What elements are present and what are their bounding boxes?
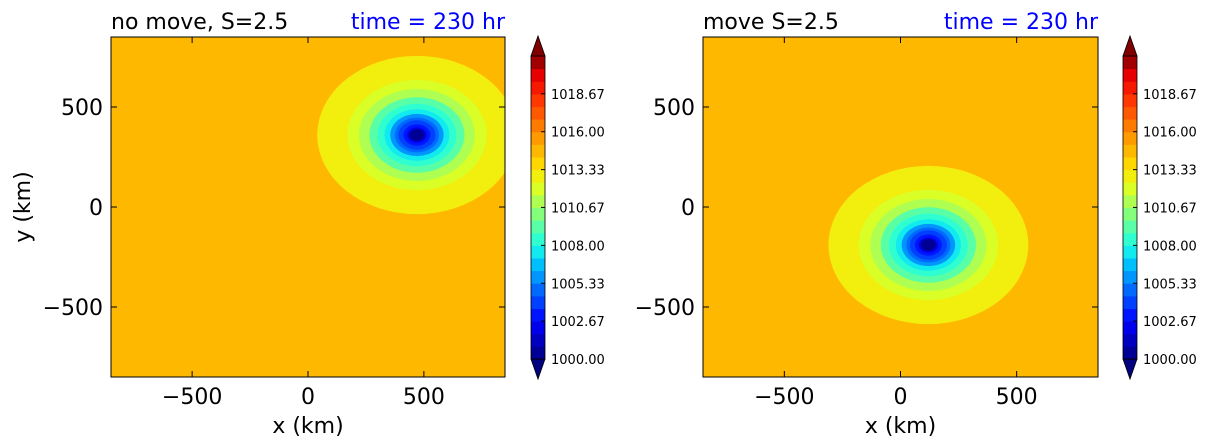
- colorbar-segment: [1123, 207, 1137, 221]
- colorbar-tick-label: 1005.33: [551, 277, 605, 292]
- colorbar-tick-label: 1010.67: [551, 201, 605, 216]
- panel-title: no move, S=2.5: [111, 10, 288, 35]
- colorbar-segment: [531, 333, 545, 347]
- colorbar-segment: [1123, 93, 1137, 107]
- colorbar-segment: [1123, 270, 1137, 284]
- colorbar-tick-label: 1010.67: [1143, 201, 1197, 216]
- colorbar-extend-max: [1122, 34, 1138, 57]
- colorbar-segment: [531, 81, 545, 95]
- colorbar-tick-label: 1002.67: [551, 315, 605, 330]
- colorbar-segment: [531, 194, 545, 208]
- colorbar-extend-max: [530, 34, 546, 57]
- colorbar-segment: [1123, 346, 1137, 360]
- y-tick-label: 500: [653, 96, 695, 121]
- y-tick-label: 0: [681, 196, 695, 221]
- colorbar-segment: [531, 295, 545, 309]
- colorbar-segment: [1123, 194, 1137, 208]
- colorbar-segment: [531, 56, 545, 70]
- colorbar-segment: [531, 207, 545, 221]
- colorbar-segment: [531, 220, 545, 234]
- y-axis-label: y (km): [11, 171, 36, 242]
- right-panel: −500 0 500 −500 0 500 x (km) move S=2.5 time = 2…: [635, 10, 1197, 439]
- x-tick-label: 500: [996, 385, 1038, 410]
- colorbar-segment: [531, 157, 545, 171]
- colorbar-segment: [1123, 333, 1137, 347]
- y-tick-label: 500: [61, 96, 103, 121]
- colorbar-tick-label: 1008.00: [551, 239, 605, 254]
- colorbar-segment: [531, 308, 545, 322]
- colorbar-segment: [1123, 182, 1137, 196]
- colorbar-segment: [1123, 56, 1137, 70]
- colorbar-segment: [531, 182, 545, 196]
- colorbar: 1000.00 1002.67 1005.33 1008.00 1010.67 1013.…: [1122, 34, 1197, 381]
- colorbar-segment: [1123, 81, 1137, 95]
- vortex-core: [920, 238, 937, 252]
- colorbar-tick-label: 1018.67: [1143, 88, 1197, 103]
- colorbar-tick-label: 1000.00: [551, 353, 605, 368]
- colorbar-tick-label: 1016.00: [1143, 126, 1197, 141]
- vortex-core: [409, 128, 425, 142]
- colorbar-segment: [531, 144, 545, 158]
- colorbar-segment: [1123, 308, 1137, 322]
- colorbar-tick-label: 1013.33: [551, 164, 605, 179]
- colorbar-segment: [531, 106, 545, 120]
- colorbar-segment: [1123, 321, 1137, 335]
- y-tick-label: −500: [43, 296, 103, 321]
- panel-title: move S=2.5: [703, 10, 839, 35]
- x-tick-label: −500: [162, 385, 222, 410]
- colorbar-tick-label: 1005.33: [1143, 277, 1197, 292]
- colorbar-segment: [1123, 106, 1137, 120]
- colorbar-segment: [1123, 295, 1137, 309]
- x-tick-label: 500: [403, 385, 445, 410]
- pressure-field: [703, 37, 1098, 377]
- colorbar-segment: [531, 131, 545, 145]
- colorbar-segment: [531, 245, 545, 259]
- x-axis-label: x (km): [272, 414, 343, 439]
- colorbar-segment: [1123, 169, 1137, 183]
- y-tick-label: −500: [635, 296, 695, 321]
- x-tick-label: 0: [894, 385, 908, 410]
- colorbar-extend-min: [1122, 358, 1138, 381]
- x-tick-label: −500: [754, 385, 814, 410]
- colorbar-segment: [531, 93, 545, 107]
- colorbar-tick-label: 1013.33: [1143, 164, 1197, 179]
- colorbar-segment: [1123, 232, 1137, 246]
- colorbar-tick-label: 1016.00: [551, 126, 605, 141]
- x-axis-label: x (km): [865, 414, 936, 439]
- x-tick-label: 0: [301, 385, 315, 410]
- colorbar-segment: [1123, 131, 1137, 145]
- colorbar-segment: [531, 270, 545, 284]
- colorbar-tick-label: 1008.00: [1143, 239, 1197, 254]
- colorbar-segment: [1123, 283, 1137, 297]
- colorbar-segment: [531, 321, 545, 335]
- colorbar-segment: [1123, 119, 1137, 133]
- colorbar-segment: [531, 119, 545, 133]
- colorbar-tick-label: 1000.00: [1143, 353, 1197, 368]
- colorbar-tick-label: 1002.67: [1143, 315, 1197, 330]
- colorbar-segment: [531, 258, 545, 272]
- time-label: time = 230 hr: [351, 10, 506, 35]
- pressure-field: [111, 37, 505, 377]
- time-label: time = 230 hr: [944, 10, 1099, 35]
- colorbar-segment: [531, 346, 545, 360]
- colorbar-tick-label: 1018.67: [551, 88, 605, 103]
- colorbar-segment: [531, 232, 545, 246]
- left-panel: −500 0 500 −500 0 500 x (km) y (km) no move, S=2…: [11, 10, 605, 439]
- y-tick-label: 0: [89, 196, 103, 221]
- colorbar-segment: [1123, 68, 1137, 82]
- colorbar-segment: [531, 68, 545, 82]
- colorbar-extend-min: [530, 358, 546, 381]
- colorbar-segment: [1123, 245, 1137, 259]
- colorbar-segment: [531, 169, 545, 183]
- colorbar-segment: [1123, 258, 1137, 272]
- colorbar-segment: [1123, 157, 1137, 171]
- colorbar: 1000.00 1002.67 1005.33 1008.00 1010.67 1013.…: [530, 34, 605, 381]
- colorbar-segment: [531, 283, 545, 297]
- colorbar-segment: [1123, 220, 1137, 234]
- colorbar-segment: [1123, 144, 1137, 158]
